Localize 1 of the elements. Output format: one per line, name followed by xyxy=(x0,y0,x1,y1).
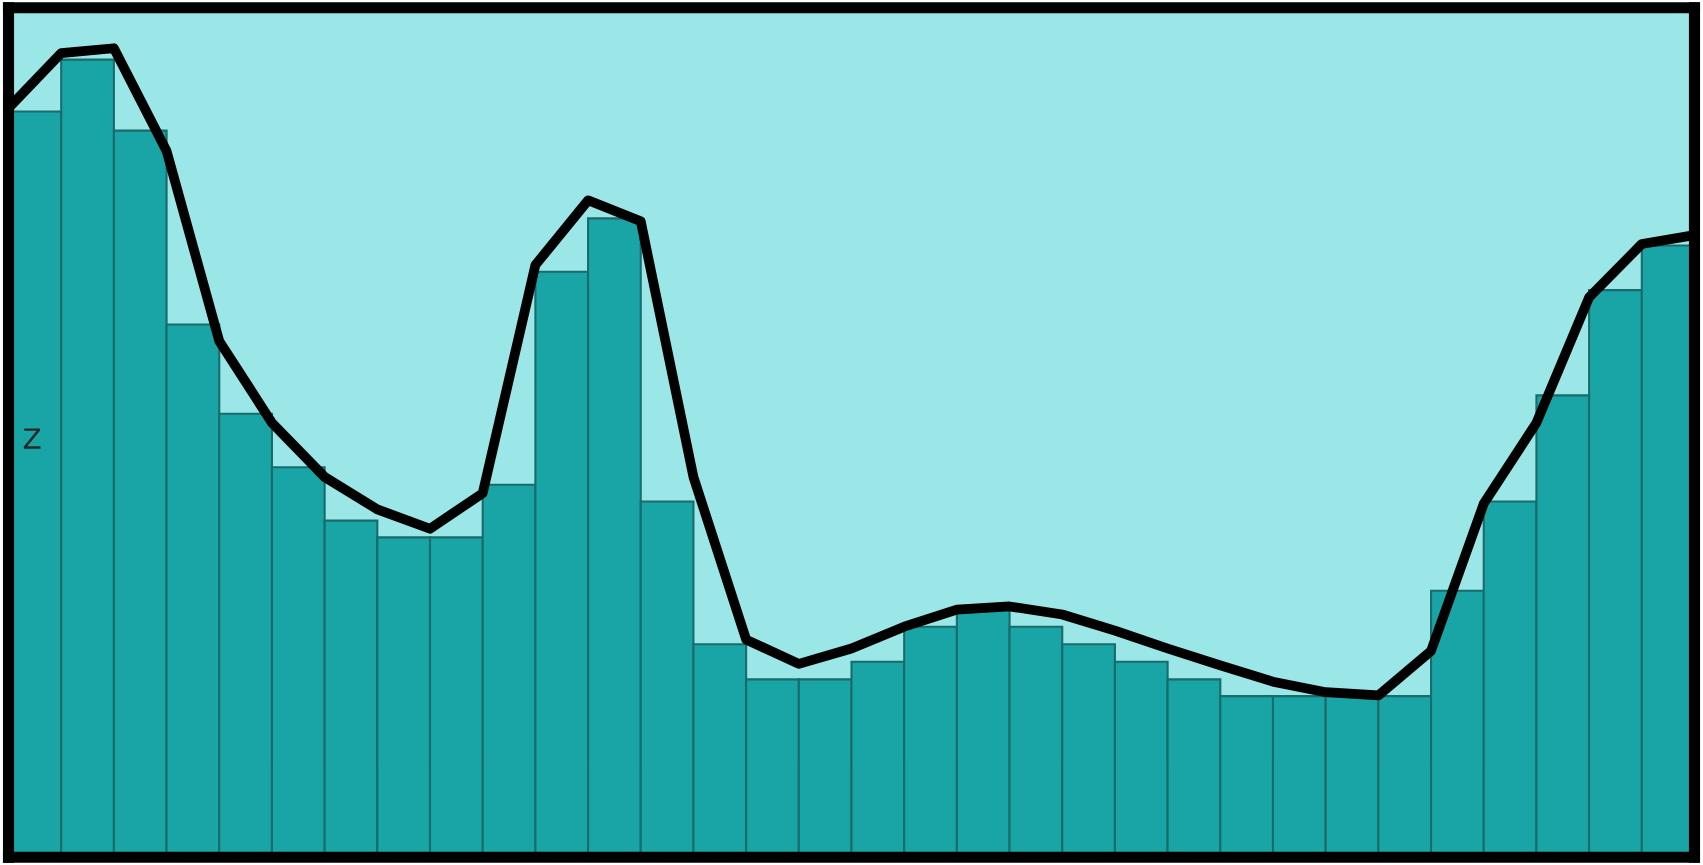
annotation: Z xyxy=(23,428,41,449)
